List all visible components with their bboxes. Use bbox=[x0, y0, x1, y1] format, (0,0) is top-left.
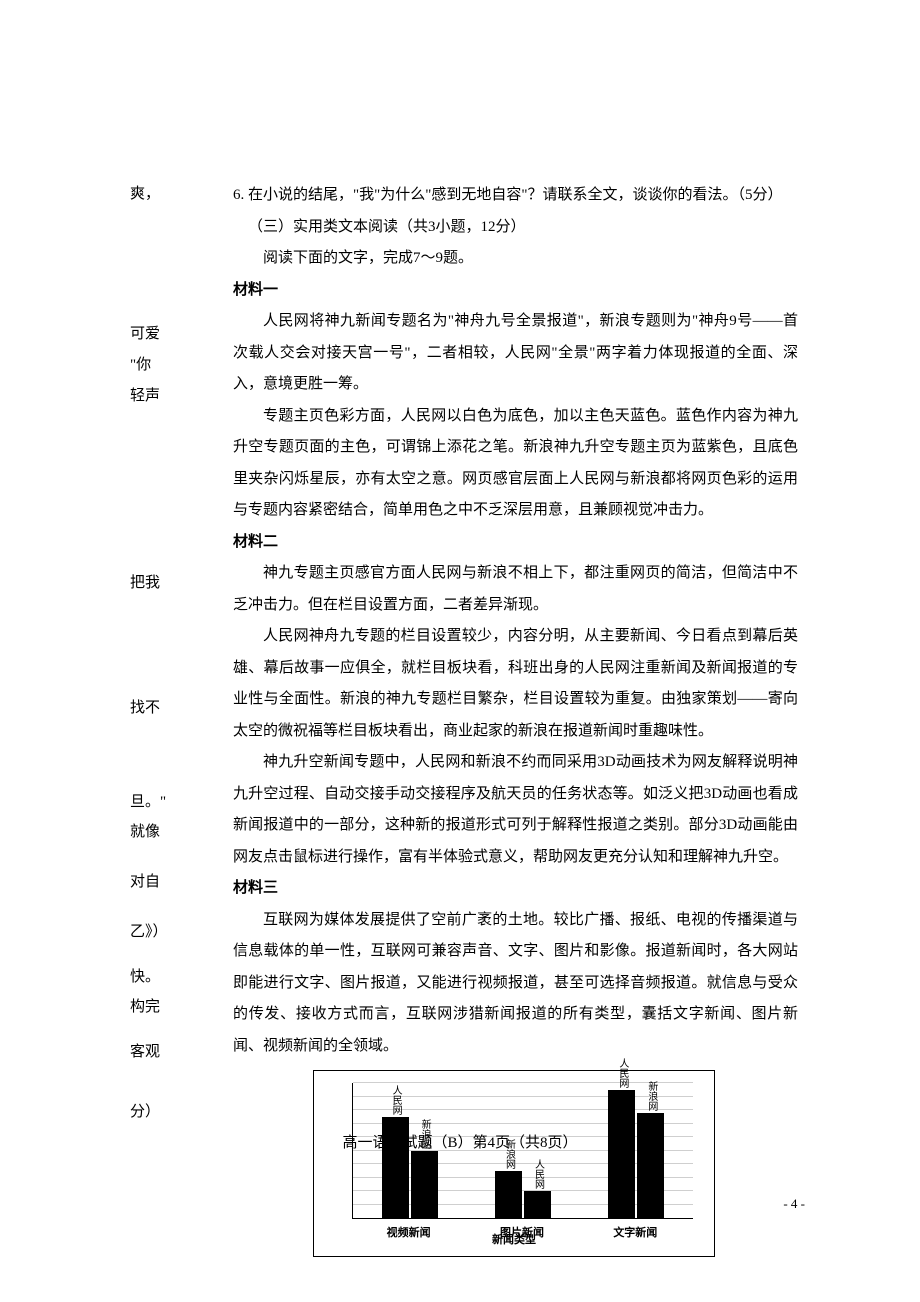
margin-text-fragment: 乙》） bbox=[130, 920, 168, 941]
margin-text-fragment: 爽， bbox=[130, 182, 160, 203]
margin-text-fragment: 快。 bbox=[130, 965, 160, 986]
material-2-heading: 材料二 bbox=[233, 527, 798, 559]
margin-text-fragment: 可爱 bbox=[130, 322, 160, 343]
material-3-heading: 材料三 bbox=[233, 873, 798, 905]
margin-text-fragment: 找不 bbox=[130, 696, 160, 717]
margin-text-fragment: 旦。" bbox=[130, 790, 166, 811]
main-column: 6. 在小说的结尾，"我"为什么"感到无地自容"？请联系全文，谈谈你的看法。（5… bbox=[233, 180, 798, 1257]
chart-bar bbox=[495, 1171, 522, 1218]
chart-bar-label: 人民网 bbox=[617, 1058, 627, 1088]
chart-bar bbox=[411, 1151, 438, 1219]
material-1-para-1: 人民网将神九新闻专题名为"神舟九号全景报道"，新浪专题则为"神舟9号——首次载人… bbox=[233, 306, 798, 401]
news-type-chart: 人民网新浪网新浪网人民网人民网新浪网 视频新闻图片新闻文字新闻 新闻类型 bbox=[313, 1070, 713, 1257]
page-footer: 高一语文试题（B）第4页（共8页） bbox=[0, 1131, 920, 1152]
material-2-para-1: 神九专题主页感官方面人民网与新浪不相上下，都注重网页的简洁，但简洁中不乏冲击力。… bbox=[233, 558, 798, 621]
chart-bar-label: 新浪网 bbox=[646, 1081, 656, 1111]
chart-gridline bbox=[353, 1096, 693, 1097]
chart-x-axis-title: 新闻类型 bbox=[314, 1229, 714, 1252]
page: 爽， 可爱 "你轻声把我找不旦。" 就像对自乙》） 快。构完客观分） 6. 在小说的结尾… bbox=[0, 0, 920, 1302]
margin-text-fragment: "你 bbox=[130, 353, 151, 374]
chart-bar bbox=[637, 1113, 664, 1218]
margin-text-fragment: 把我 bbox=[130, 571, 160, 592]
chart-bar bbox=[524, 1191, 551, 1218]
margin-text-fragment: 就像 bbox=[130, 820, 160, 841]
question-6: 6. 在小说的结尾，"我"为什么"感到无地自容"？请联系全文，谈谈你的看法。（5… bbox=[233, 180, 798, 212]
chart-gridline bbox=[353, 1082, 693, 1083]
page-number: - 4 - bbox=[783, 1196, 805, 1212]
material-3-para-1: 互联网为媒体发展提供了空前广袤的土地。较比广播、报纸、电视的传播渠道与信息载体的… bbox=[233, 905, 798, 1063]
chart-frame: 人民网新浪网新浪网人民网人民网新浪网 视频新闻图片新闻文字新闻 新闻类型 bbox=[313, 1070, 715, 1257]
margin-text-fragment: 分） bbox=[130, 1100, 160, 1121]
chart-bar bbox=[608, 1090, 635, 1218]
margin-text-fragment: 构完 bbox=[130, 995, 160, 1016]
material-2-para-2: 人民网神舟九专题的栏目设置较少，内容分明，从主要新闻、今日看点到幕后英雄、幕后故… bbox=[233, 621, 798, 747]
chart-bar-label: 人民网 bbox=[533, 1159, 543, 1189]
chart-bar-label: 人民网 bbox=[390, 1085, 400, 1115]
material-1-heading: 材料一 bbox=[233, 275, 798, 307]
margin-text-fragment: 轻声 bbox=[130, 384, 160, 405]
margin-text-fragment: 对自 bbox=[130, 870, 160, 891]
chart-gridline bbox=[353, 1109, 693, 1110]
margin-text-fragment: 客观 bbox=[130, 1040, 160, 1061]
material-2-para-3: 神九升空新闻专题中，人民网和新浪不约而同采用3D动画技术为网友解释说明神九升空过… bbox=[233, 747, 798, 873]
material-1-para-2: 专题主页色彩方面，人民网以白色为底色，加以主色天蓝色。蓝色作内容为神九升空专题页… bbox=[233, 401, 798, 527]
section-3-title: （三）实用类文本阅读（共3小题，12分） bbox=[233, 212, 798, 244]
section-3-instruction: 阅读下面的文字，完成7～9题。 bbox=[233, 243, 798, 275]
